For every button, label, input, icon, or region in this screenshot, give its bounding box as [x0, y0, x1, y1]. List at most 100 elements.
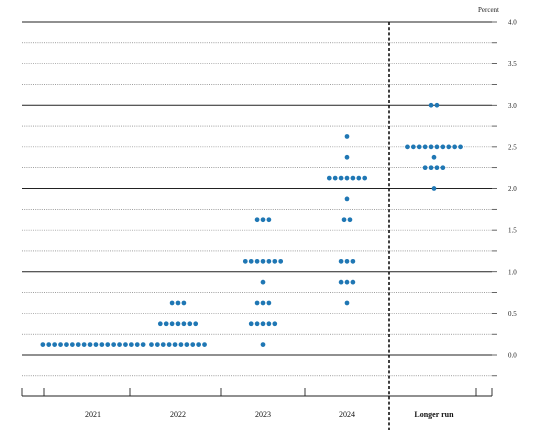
projection-dot	[434, 165, 440, 171]
x-axis-category-labels: 2021 2022 2023 2024 Longer run	[85, 410, 454, 419]
projection-dot	[175, 321, 181, 327]
projection-dot	[266, 300, 272, 306]
projection-dot	[254, 217, 260, 223]
projection-dot	[254, 321, 260, 327]
projection-dot	[338, 175, 344, 181]
projection-dot	[260, 321, 266, 327]
projection-dot	[172, 342, 178, 347]
projection-dot	[431, 154, 437, 160]
projection-dot	[129, 342, 134, 347]
projection-dot	[411, 144, 416, 150]
projection-dot	[202, 342, 207, 347]
y-tick-label: 2.0	[508, 185, 517, 193]
projection-dot	[260, 279, 266, 285]
projection-dot	[428, 144, 434, 150]
projection-dot	[169, 300, 175, 306]
projection-dot	[440, 165, 446, 171]
projection-dot	[155, 342, 160, 347]
projection-dot	[338, 258, 344, 264]
projection-dot	[166, 342, 172, 347]
projection-dot	[428, 102, 434, 108]
projection-dot	[254, 258, 260, 264]
projection-dot	[187, 321, 193, 327]
projection-dot	[169, 321, 175, 327]
projection-dot	[344, 175, 350, 181]
projection-dot	[46, 342, 52, 347]
projection-dot	[332, 175, 338, 181]
y-axis-unit-label: Percent	[478, 6, 499, 14]
projection-dot	[254, 300, 260, 306]
projection-dot	[428, 165, 434, 171]
projection-dot	[117, 342, 122, 347]
projection-dot	[260, 342, 266, 347]
projection-dot	[260, 300, 266, 306]
projection-dot	[40, 342, 46, 347]
projection-dot	[405, 144, 410, 150]
y-tick-label: 1.0	[508, 268, 517, 276]
projection-dot	[81, 342, 87, 347]
y-axis-tick-labels: 4.0 3.5 3.0 2.5 2.0 1.5 1.0 0.5 0.0	[508, 19, 517, 360]
projection-dot	[123, 342, 128, 347]
projection-dot	[362, 175, 368, 181]
projection-dot	[140, 342, 146, 347]
y-tick-label: 3.0	[508, 102, 517, 110]
projection-dot	[452, 144, 457, 150]
projection-dot	[248, 321, 254, 327]
projection-dot	[160, 342, 166, 347]
projection-dot	[434, 102, 440, 108]
x-axis	[21, 388, 493, 397]
projection-dot	[99, 342, 105, 347]
projection-dot	[181, 321, 187, 327]
projection-dot	[422, 165, 428, 171]
projection-dot	[105, 342, 111, 347]
projection-dot	[344, 134, 350, 139]
x-category-label: 2021	[85, 410, 101, 419]
projection-dot	[347, 217, 353, 223]
projection-dot	[58, 342, 63, 347]
projection-dot	[260, 217, 266, 223]
projection-dot	[242, 258, 248, 264]
projection-dot	[149, 342, 154, 347]
y-tick-label: 3.5	[508, 60, 517, 68]
y-tick-label: 1.5	[508, 227, 517, 235]
projection-dot	[87, 342, 93, 347]
projection-dot	[344, 279, 350, 285]
projection-dot	[338, 279, 344, 285]
projection-dot	[350, 258, 356, 264]
projection-dot	[184, 342, 190, 347]
projection-dot	[434, 144, 440, 150]
projection-dot	[196, 342, 201, 347]
projection-dot	[193, 321, 199, 327]
projection-dot	[75, 342, 81, 347]
projection-dot	[134, 342, 140, 347]
projection-dot	[356, 175, 362, 181]
x-category-label: 2024	[339, 410, 355, 419]
projection-dot	[178, 342, 184, 347]
projection-dot	[416, 144, 422, 150]
projection-dot	[163, 321, 169, 327]
projection-dot	[190, 342, 196, 347]
projection-dot	[157, 321, 163, 327]
projection-dot	[431, 186, 437, 191]
y-tick-label: 4.0	[508, 19, 517, 27]
projection-dot	[266, 258, 272, 264]
projection-dot	[344, 300, 350, 306]
projection-dot	[272, 258, 278, 264]
projection-dot	[326, 175, 332, 181]
projection-dot	[248, 258, 254, 264]
y-tick-label: 0.5	[508, 310, 517, 318]
x-category-label: 2023	[255, 410, 271, 419]
projection-dot	[260, 258, 266, 264]
projection-dot	[93, 342, 99, 347]
x-category-label: Longer run	[414, 410, 454, 419]
projection-dot	[422, 144, 428, 150]
projection-dot	[458, 144, 463, 150]
projection-dot	[64, 342, 69, 347]
projection-dot	[70, 342, 75, 347]
projection-dot	[111, 342, 116, 347]
projection-dot	[52, 342, 58, 347]
dot-series	[40, 102, 463, 347]
projection-dot	[344, 154, 350, 160]
x-category-label: 2022	[170, 410, 186, 419]
